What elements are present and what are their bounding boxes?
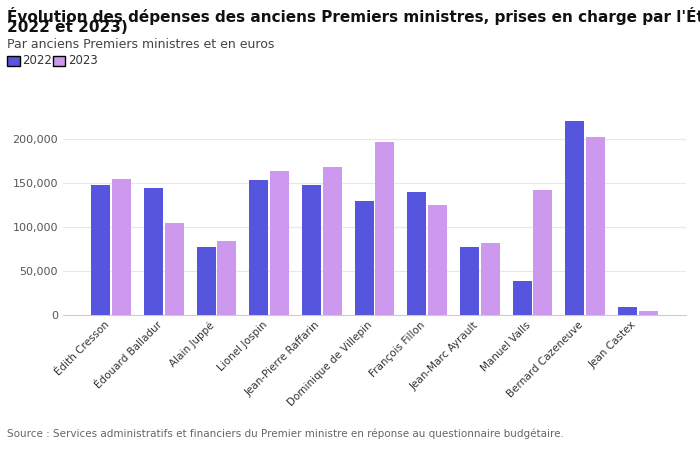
Text: Évolution des dépenses des anciens Premiers ministres, prises en charge par l'Ét: Évolution des dépenses des anciens Premi…: [7, 7, 700, 25]
Bar: [164, 224, 183, 315]
Bar: [566, 122, 584, 315]
Text: bleu: bleu: [623, 426, 661, 441]
Text: france: france: [630, 418, 654, 427]
Text: «: «: [638, 403, 646, 416]
Bar: [249, 180, 268, 315]
Bar: [428, 205, 447, 315]
Text: 2023: 2023: [68, 54, 98, 67]
Bar: [197, 247, 216, 315]
Bar: [112, 179, 131, 315]
Bar: [302, 184, 321, 315]
Bar: [91, 184, 111, 315]
Bar: [481, 243, 500, 315]
Bar: [144, 188, 163, 315]
Bar: [638, 310, 658, 315]
Bar: [460, 247, 479, 315]
Bar: [618, 307, 637, 315]
Text: Par anciens Premiers ministres et en euros: Par anciens Premiers ministres et en eur…: [7, 38, 274, 51]
Text: 2022 et 2023): 2022 et 2023): [7, 20, 127, 35]
Bar: [270, 171, 289, 315]
Text: 2022: 2022: [22, 54, 52, 67]
Bar: [513, 281, 532, 315]
Bar: [586, 137, 605, 315]
Bar: [407, 192, 426, 315]
Bar: [375, 142, 394, 315]
Bar: [323, 167, 342, 315]
Text: Source : Services administratifs et financiers du Premier ministre en réponse au: Source : Services administratifs et fina…: [7, 428, 564, 439]
Bar: [355, 201, 374, 315]
Bar: [217, 241, 236, 315]
Bar: [533, 190, 552, 315]
